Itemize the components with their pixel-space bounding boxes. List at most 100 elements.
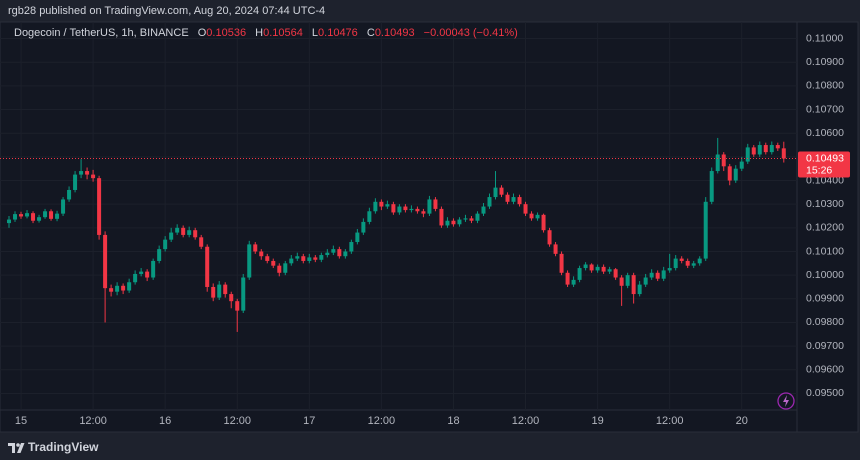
x-tick-label: 12:00	[368, 415, 396, 427]
x-tick-label: 12:00	[223, 415, 251, 427]
legend-header: Dogecoin / TetherUS, 1h, BINANCE O0.1053…	[14, 27, 518, 39]
candle-body	[757, 145, 762, 155]
candle-body	[691, 263, 696, 266]
candle-body	[193, 230, 198, 238]
y-tick-label: 0.11000	[806, 32, 843, 44]
candle-body	[181, 227, 186, 235]
candle-body	[517, 197, 522, 205]
candle-body	[217, 284, 222, 298]
ohlc-label: O	[197, 27, 207, 39]
candle-body	[31, 213, 36, 221]
candle-body	[205, 246, 210, 287]
candle-body	[175, 227, 180, 233]
candle-body	[619, 277, 624, 286]
brand-logo	[8, 443, 25, 453]
candle-body	[397, 206, 402, 213]
candle-body	[607, 269, 612, 272]
candle-body	[709, 171, 714, 202]
candle-body	[553, 244, 558, 254]
candle-body	[649, 272, 654, 278]
candle-body	[49, 211, 54, 219]
candle-body	[259, 251, 264, 257]
candle-body	[277, 265, 282, 273]
x-tick-label: 15	[15, 415, 27, 427]
candle-body	[679, 258, 684, 261]
candle-body	[163, 239, 168, 250]
candle-body	[367, 211, 372, 222]
ohlc-label: C	[366, 27, 375, 39]
candle-body	[211, 286, 216, 298]
candle-body	[439, 208, 444, 226]
x-tick-label: 19	[591, 415, 603, 427]
candle-body	[727, 166, 732, 181]
candle-body	[349, 242, 354, 252]
ohlc-value: 0.10536	[206, 27, 247, 39]
last-price-tag	[798, 151, 850, 178]
candle-body	[25, 213, 30, 217]
candle-body	[769, 145, 774, 153]
candle-body	[253, 244, 258, 252]
candle-body	[199, 237, 204, 247]
candle-body	[583, 264, 588, 269]
candle-body	[721, 154, 726, 167]
candle-body	[319, 255, 324, 260]
candle-body	[109, 288, 114, 292]
candle-body	[685, 260, 690, 266]
candle-body	[523, 204, 528, 214]
ohlc-label: L	[311, 27, 319, 39]
candle-body	[601, 266, 606, 272]
y-tick-label: 0.09700	[806, 340, 844, 352]
candle-body	[493, 187, 498, 198]
x-tick-label: 12:00	[79, 415, 107, 427]
candle-body	[499, 187, 504, 195]
candle-body	[505, 194, 510, 202]
candle-body	[427, 199, 432, 214]
brand-name: TradingView	[28, 440, 99, 454]
candle-body	[775, 145, 780, 149]
candle-body	[655, 272, 660, 279]
candle-body	[331, 249, 336, 253]
candle-body	[547, 230, 552, 245]
candle-body	[115, 285, 120, 292]
candle-body	[703, 201, 708, 259]
x-tick-label: 12:00	[656, 415, 684, 427]
candle-body	[565, 272, 570, 285]
candle-body	[301, 256, 306, 261]
candle-body	[469, 218, 474, 221]
candle-body	[61, 199, 66, 214]
candle-body	[571, 279, 576, 285]
candle-body	[313, 257, 318, 260]
candle-body	[307, 257, 312, 261]
last-price-label: 0.10493	[806, 152, 844, 164]
candle-body	[637, 284, 642, 295]
candle-body	[157, 249, 162, 261]
candle-body	[235, 301, 240, 311]
candle-body	[421, 211, 426, 214]
candle-body	[7, 219, 12, 224]
y-tick-label: 0.10700	[806, 103, 844, 115]
candle-body	[361, 221, 366, 233]
candle-body	[91, 174, 96, 179]
ohlc-value: 0.10564	[263, 27, 303, 39]
candle-body	[781, 148, 786, 159]
y-tick-label: 0.10100	[806, 245, 844, 257]
y-tick-label: 0.10300	[806, 198, 844, 210]
candle-body	[79, 171, 84, 175]
candle-body	[67, 189, 72, 200]
candle-body	[559, 253, 564, 273]
candle-body	[415, 208, 420, 212]
candle-body	[445, 220, 450, 226]
x-tick-label: 16	[159, 415, 171, 427]
x-tick-label: 20	[736, 415, 748, 427]
candle-body	[451, 220, 456, 225]
candle-body	[577, 268, 582, 280]
ohlc-value: 0.10476	[318, 27, 358, 39]
candle-body	[97, 178, 102, 235]
candle-body	[247, 244, 252, 278]
chart-area	[0, 21, 859, 433]
candle-body	[169, 232, 174, 240]
y-tick-label: 0.09900	[806, 293, 844, 305]
candle-body	[625, 275, 630, 286]
